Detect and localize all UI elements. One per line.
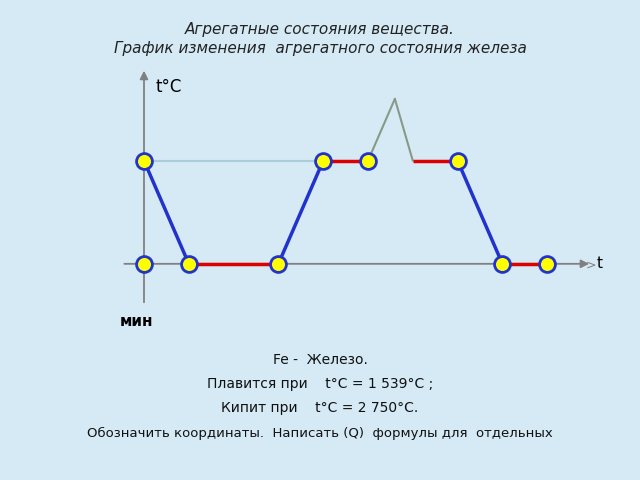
Text: Кипит при    t°C = 2 750°C.: Кипит при t°C = 2 750°C. xyxy=(221,401,419,415)
Point xyxy=(542,260,552,268)
Text: t: t xyxy=(596,256,602,271)
Text: мин: мин xyxy=(119,314,153,329)
Text: График изменения  агрегатного состояния железа: График изменения агрегатного состояния ж… xyxy=(113,41,527,56)
Text: Обозначить координаты.  Написать (Q)  формулы для  отдельных: Обозначить координаты. Написать (Q) форм… xyxy=(87,427,553,440)
Text: Fe -  Железо.: Fe - Железо. xyxy=(273,353,367,367)
Text: Плавится при    t°C = 1 539°C ;: Плавится при t°C = 1 539°C ; xyxy=(207,377,433,391)
Text: t°C: t°C xyxy=(155,78,182,96)
Point xyxy=(318,157,328,165)
Point xyxy=(363,157,373,165)
Point xyxy=(139,260,149,268)
Point xyxy=(184,260,194,268)
Text: >: > xyxy=(585,258,596,271)
Point xyxy=(139,157,149,165)
Point xyxy=(497,260,508,268)
Text: Агрегатные состояния вещества.: Агрегатные состояния вещества. xyxy=(185,22,455,36)
Point xyxy=(452,157,463,165)
Point xyxy=(273,260,284,268)
